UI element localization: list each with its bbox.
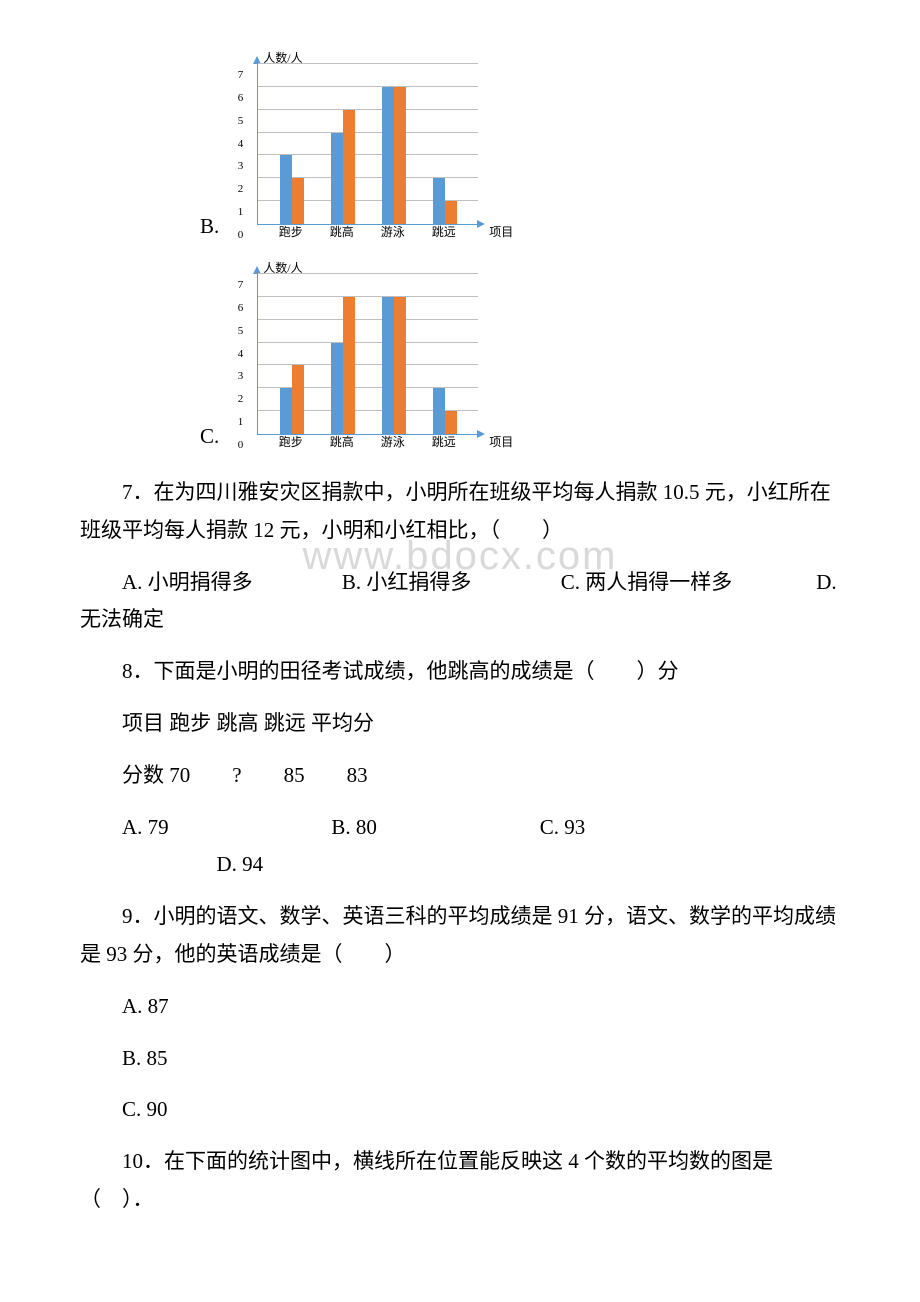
- y-tick-label: 6: [238, 303, 244, 314]
- bar-blue: [331, 133, 343, 224]
- q7-opt-b: B. 小红捐得多: [342, 570, 472, 594]
- chart-option-b: B. 人数/人 项目 跑步跳高游泳跳远 76543210: [200, 50, 840, 250]
- q8-options: A. 79 B. 80 C. 93 D. 94: [80, 809, 840, 885]
- x-ticks-c: 跑步 跳高 游泳 跳远: [257, 432, 477, 454]
- q9-text: 9．小明的语文、数学、英语三科的平均成绩是 91 分，语文、数学的平均成绩是 9…: [80, 898, 840, 974]
- bar-blue: [280, 155, 292, 224]
- x-tick-label: 跳远: [432, 222, 456, 244]
- bar-blue: [382, 297, 394, 434]
- y-tick-label: 6: [238, 93, 244, 104]
- q8-table-row: 分数 70 ? 85 83: [80, 757, 840, 795]
- x-ticks-b: 跑步 跳高 游泳 跳远: [257, 222, 477, 244]
- q10-text: 10．在下面的统计图中，横线所在位置能反映这 4 个数的平均数的图是（ ）．: [80, 1143, 840, 1219]
- q7-opt-c: C. 两人捐得一样多: [561, 570, 733, 594]
- y-tick-label: 4: [238, 349, 244, 360]
- y-tick-label: 0: [238, 230, 244, 241]
- chart-b: 人数/人 项目 跑步跳高游泳跳远 76543210: [225, 50, 505, 250]
- y-tick-label: 3: [238, 161, 244, 172]
- x-tick-label: 游泳: [381, 222, 405, 244]
- bar-red: [394, 297, 406, 434]
- q7-opt-a: A. 小明捐得多: [122, 570, 253, 594]
- bar-blue: [382, 87, 394, 224]
- x-tick-label: 跳远: [432, 432, 456, 454]
- bar-red: [292, 178, 304, 224]
- y-tick-label: 2: [238, 184, 244, 195]
- y-tick-label: 5: [238, 326, 244, 337]
- x-axis-arrow: [477, 220, 485, 228]
- y-tick-label: 1: [238, 207, 244, 218]
- bar-blue: [433, 178, 445, 224]
- plot-area-b: [257, 64, 478, 225]
- chart-c: 人数/人 项目 跑步跳高游泳跳远 76543210: [225, 260, 505, 460]
- x-axis-label: 项目: [489, 222, 513, 244]
- bar-red: [445, 201, 457, 224]
- q8-table-header: 项目 跑步 跳高 跳远 平均分: [80, 705, 840, 743]
- q9-opt-b: B. 85: [80, 1040, 840, 1078]
- bar-blue: [280, 388, 292, 434]
- q9-opt-a: A. 87: [80, 988, 840, 1026]
- x-axis-arrow: [477, 430, 485, 438]
- y-tick-label: 0: [238, 440, 244, 451]
- q8-opt-b: B. 80: [331, 815, 377, 839]
- x-tick-label: 游泳: [381, 432, 405, 454]
- bar-red: [394, 87, 406, 224]
- bar-red: [292, 365, 304, 434]
- y-tick-label: 3: [238, 371, 244, 382]
- bar-red: [445, 411, 457, 434]
- x-tick-label: 跑步: [279, 432, 303, 454]
- y-tick-label: 4: [238, 139, 244, 150]
- y-tick-label: 7: [238, 70, 244, 81]
- q7-options-line1: A. 小明捐得多 B. 小红捐得多 C. 两人捐得一样多 D. 无法确定: [80, 564, 840, 640]
- plot-area-c: [257, 274, 478, 435]
- bar-blue: [433, 388, 445, 434]
- q8-text: 8．下面是小明的田径考试成绩，他跳高的成绩是（ ）分: [80, 653, 840, 691]
- option-letter-c: C.: [200, 418, 219, 460]
- y-tick-label: 7: [238, 280, 244, 291]
- x-tick-label: 跑步: [279, 222, 303, 244]
- q9-opt-c: C. 90: [80, 1091, 840, 1129]
- x-tick-label: 跳高: [330, 432, 354, 454]
- x-axis-label: 项目: [489, 432, 513, 454]
- y-tick-label: 2: [238, 394, 244, 405]
- q7-text: 7．在为四川雅安灾区捐款中，小明所在班级平均每人捐款 10.5 元，小红所在班级…: [80, 474, 840, 550]
- q8-opt-d: D. 94: [217, 852, 264, 876]
- bar-red: [343, 110, 355, 224]
- chart-option-c: C. 人数/人 项目 跑步跳高游泳跳远 76543210: [200, 260, 840, 460]
- y-tick-label: 5: [238, 116, 244, 127]
- y-tick-label: 1: [238, 417, 244, 428]
- option-letter-b: B.: [200, 208, 219, 250]
- bar-red: [343, 297, 355, 434]
- q8-opt-a: A. 79: [122, 815, 169, 839]
- x-tick-label: 跳高: [330, 222, 354, 244]
- q8-opt-c: C. 93: [540, 815, 586, 839]
- bar-blue: [331, 343, 343, 434]
